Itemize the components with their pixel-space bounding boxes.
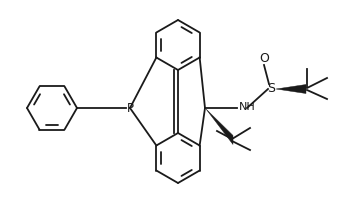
Text: O: O bbox=[259, 52, 269, 64]
Polygon shape bbox=[276, 84, 306, 94]
Text: S: S bbox=[267, 83, 275, 95]
Text: NH: NH bbox=[239, 102, 256, 112]
Polygon shape bbox=[206, 109, 233, 144]
Text: P: P bbox=[127, 101, 134, 115]
